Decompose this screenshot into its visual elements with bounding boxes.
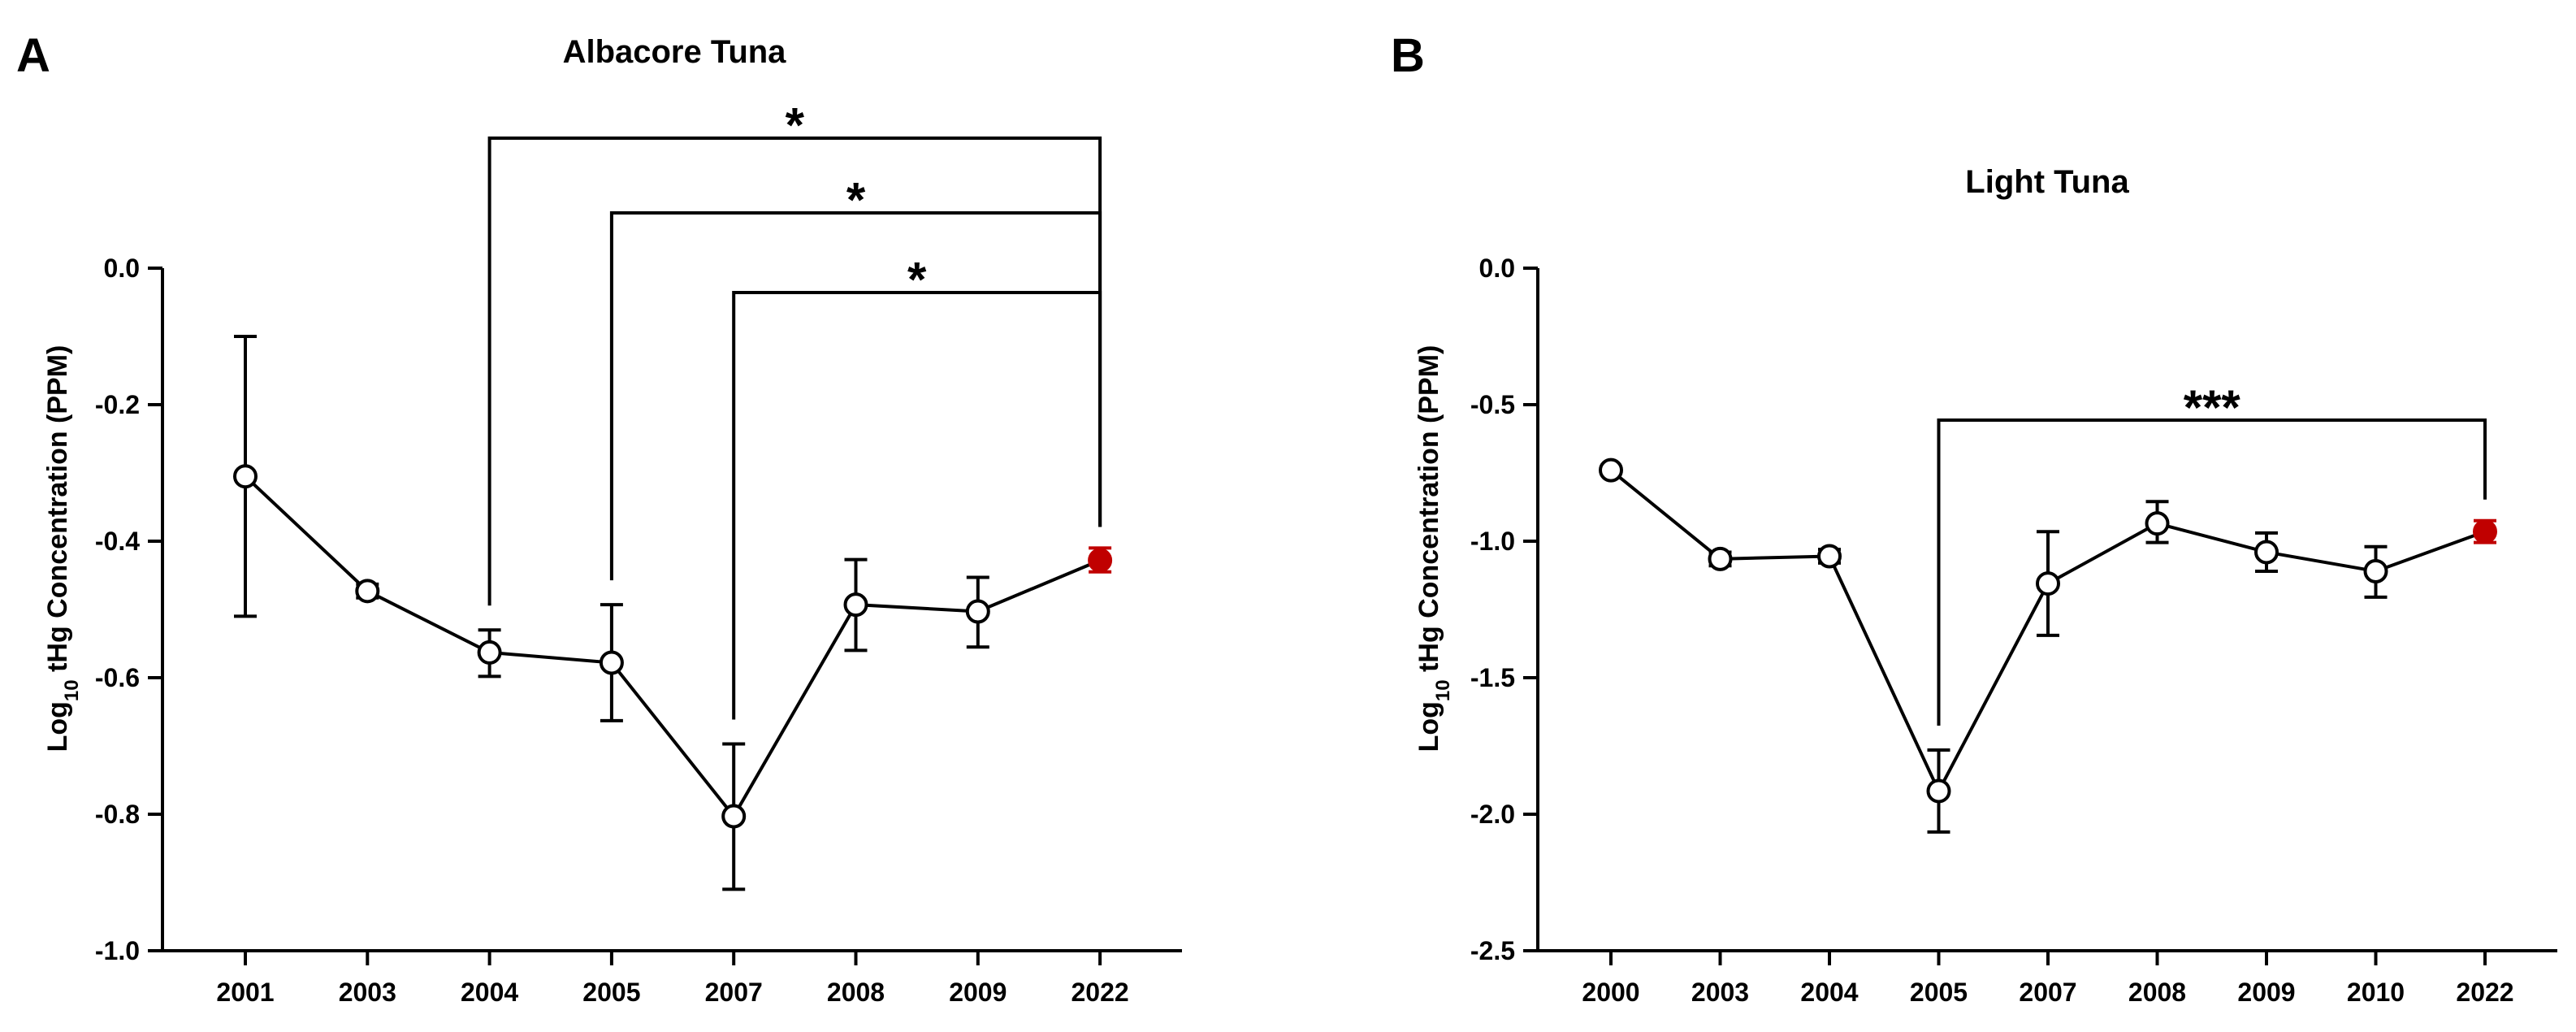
panel-b-significance: *** — [1937, 380, 2487, 726]
panel-a-highlight-point — [1088, 548, 1113, 573]
panel-b-highlight-point — [2473, 519, 2497, 544]
panel-a-x-tick-label: 2008 — [827, 978, 885, 1007]
panel-a-significance-bracket — [609, 211, 1102, 581]
panel-b-y-tick-label: -1.0 — [1470, 527, 1515, 556]
panel-b-y-tick-label: -2.0 — [1470, 800, 1515, 829]
panel-a-y-tick-label: -0.4 — [95, 527, 140, 556]
panel-b-y-axis-label: Log10 tHg Concentration (PPM) — [1414, 345, 1454, 752]
panel-b-plot — [1599, 457, 2497, 834]
panel-a-series-line — [244, 475, 1101, 820]
panel-a: A Albacore Tuna Log10 tHg Concentration … — [16, 29, 1182, 1007]
panel-b-y-tick-label: -2.5 — [1470, 936, 1515, 965]
panel-b-data-point — [2145, 511, 2170, 536]
panel-b-data-point — [2363, 558, 2388, 583]
panel-b-x-tick-label: 2004 — [1800, 978, 1858, 1007]
panel-a-significance-label: * — [907, 252, 927, 306]
panel-b-x-tick-label: 2022 — [2456, 978, 2513, 1007]
panel-b-x-tick-label: 2008 — [2128, 978, 2186, 1007]
panel-b: B Light Tuna Log10 tHg Concentration (PP… — [1391, 29, 2557, 1007]
panel-b-x-tick-label: 2003 — [1691, 978, 1749, 1007]
panel-a-x-tick-label: 2007 — [705, 978, 763, 1007]
panel-b-x-tick-label: 2000 — [1582, 978, 1639, 1007]
panel-a-x-tick-label: 2001 — [216, 978, 274, 1007]
panel-a-data-point — [721, 804, 747, 829]
panel-a-x-tick-label: 2022 — [1072, 978, 1129, 1007]
panel-a-data-point — [965, 599, 990, 624]
panel-a-data-point — [843, 592, 868, 618]
panel-a-data-point — [599, 650, 624, 675]
panel-a-y-tick-label: -0.6 — [95, 663, 140, 692]
panel-b-data-point — [2036, 571, 2060, 596]
panel-b-significance-bracket — [1937, 418, 2487, 726]
panel-a-axes: 0.0 -0.2 -0.4 -0.6 -0.8 -1.0 2001 2003 2004 2005 2… — [95, 254, 1182, 1007]
panel-a-x-tick-label: 2003 — [339, 978, 396, 1007]
panel-a-y-tick-label: 0.0 — [104, 254, 140, 283]
panel-a-significance-bracket — [487, 137, 1102, 606]
panel-b-data-point — [1708, 546, 1733, 571]
panel-a-significance-label: * — [786, 98, 805, 152]
panel-a-letter: A — [16, 29, 50, 82]
panel-a-y-tick-label: -0.8 — [95, 800, 140, 829]
panel-a-data-point — [477, 640, 502, 665]
panel-a-significance-label: * — [846, 172, 866, 227]
panel-a-x-tick-label: 2005 — [582, 978, 640, 1007]
panel-a-data-point — [355, 579, 380, 604]
panel-b-x-tick-label: 2009 — [2237, 978, 2295, 1007]
panel-b-x-tick-label: 2007 — [2019, 978, 2076, 1007]
panel-a-significance-bracket — [732, 291, 1102, 720]
panel-a-y-axis-label: Log10 tHg Concentration (PPM) — [42, 345, 83, 752]
panel-b-y-tick-label: -1.5 — [1470, 663, 1515, 692]
panel-b-y-tick-label: -0.5 — [1470, 390, 1515, 419]
panel-b-x-tick-label: 2005 — [1910, 978, 1968, 1007]
panel-b-data-point — [1817, 544, 1842, 569]
panel-a-data-point — [233, 464, 258, 489]
panel-b-data-point — [2254, 540, 2279, 565]
panel-b-x-tick-label: 2010 — [2347, 978, 2405, 1007]
panel-b-y-tick-label: 0.0 — [1479, 254, 1515, 283]
panel-a-x-tick-label: 2004 — [461, 978, 518, 1007]
panel-b-significance-label: *** — [2184, 380, 2241, 435]
panel-b-data-point — [1926, 778, 1951, 804]
panel-a-title: Albacore Tuna — [563, 34, 787, 70]
panel-b-title: Light Tuna — [1965, 164, 2129, 200]
panel-a-y-tick-label: -1.0 — [95, 936, 140, 965]
panel-a-x-tick-label: 2009 — [949, 978, 1007, 1007]
panel-b-data-point — [1599, 457, 1623, 483]
panel-a-plot — [233, 335, 1113, 891]
panel-a-y-tick-label: -0.2 — [95, 390, 140, 419]
panel-b-axes: 0.0 -0.5 -1.0 -1.5 -2.0 -2.5 2000 2003 2004 2005 2… — [1470, 254, 2557, 1007]
panel-b-letter: B — [1391, 29, 1425, 82]
panel-a-significance: * * * — [487, 98, 1102, 720]
